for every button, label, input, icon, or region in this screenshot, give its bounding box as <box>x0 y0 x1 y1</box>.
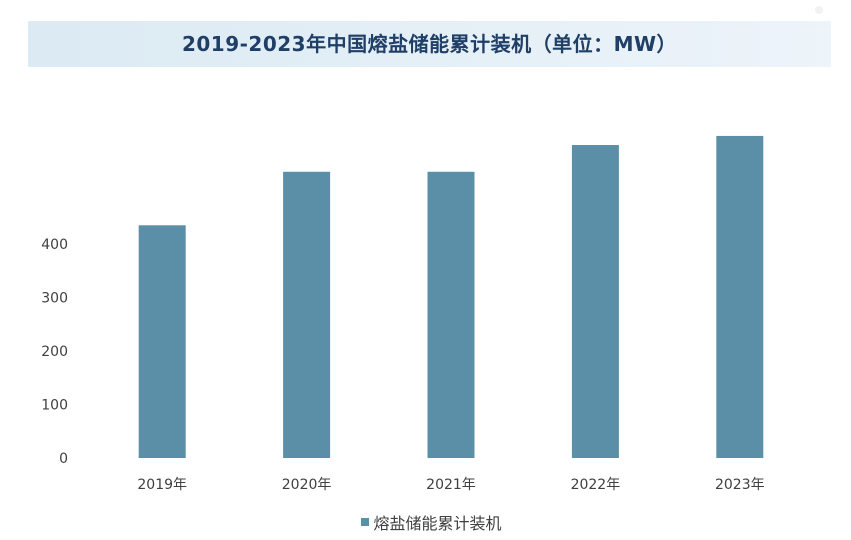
chart-title-banner: 2019-2023年中国熔盐储能累计装机（单位：MW） <box>28 21 831 67</box>
legend-swatch <box>361 518 370 526</box>
y-tick-label: 400 <box>41 237 68 253</box>
y-tick-label: 300 <box>41 291 68 307</box>
bar-3 <box>427 171 475 458</box>
x-tick-label: 2021年 <box>426 477 476 493</box>
bar-5 <box>716 135 764 458</box>
chart-title: 2019-2023年中国熔盐储能累计装机（单位：MW） <box>181 32 678 56</box>
bar-1 <box>138 225 186 458</box>
x-tick-label: 2022年 <box>571 477 621 493</box>
x-tick-label: 2019年 <box>137 477 187 493</box>
chart-legend: 熔盐储能累计装机 <box>0 510 851 534</box>
bar-2 <box>283 171 331 458</box>
x-tick-label: 2020年 <box>282 477 332 493</box>
y-tick-label: 100 <box>41 398 68 414</box>
y-tick-label: 0 <box>59 451 68 467</box>
legend-label: 熔盐储能累计装机 <box>373 514 502 533</box>
y-tick-label: 200 <box>41 344 68 360</box>
x-tick-label: 2023年 <box>715 477 765 493</box>
corner-decoration <box>815 6 823 14</box>
bar-4 <box>571 145 619 458</box>
